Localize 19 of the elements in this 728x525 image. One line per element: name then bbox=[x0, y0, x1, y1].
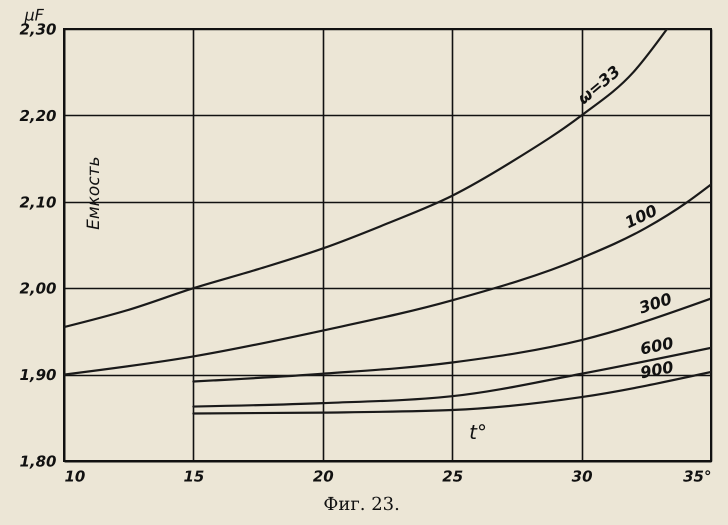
text: 900 bbox=[638, 357, 676, 382]
x-tick-label: 15 bbox=[183, 468, 204, 486]
text: 600 bbox=[638, 333, 676, 359]
y-axis-title: μF bbox=[24, 6, 45, 24]
y-tick-label: 2,20 bbox=[19, 106, 56, 125]
y-tick-label: 1,90 bbox=[19, 366, 56, 384]
x-tick-label: 20 bbox=[312, 468, 334, 486]
y-tick-label: 1,80 bbox=[19, 452, 56, 470]
x-tick-label: 10 bbox=[64, 468, 86, 486]
x-tick-label: 35° bbox=[683, 468, 712, 486]
text: Фиг. 23. bbox=[323, 494, 400, 515]
text: 300 bbox=[636, 289, 674, 318]
x-tick-label: 25 bbox=[442, 468, 464, 486]
text: 100 bbox=[622, 200, 660, 232]
y-tick-label: 2,10 bbox=[19, 193, 56, 212]
annotation: Емкость bbox=[84, 156, 104, 230]
y-tick-label: 2,00 bbox=[19, 280, 56, 298]
x-tick-label: 30 bbox=[572, 468, 593, 486]
x-axis-title: t° bbox=[469, 420, 487, 444]
